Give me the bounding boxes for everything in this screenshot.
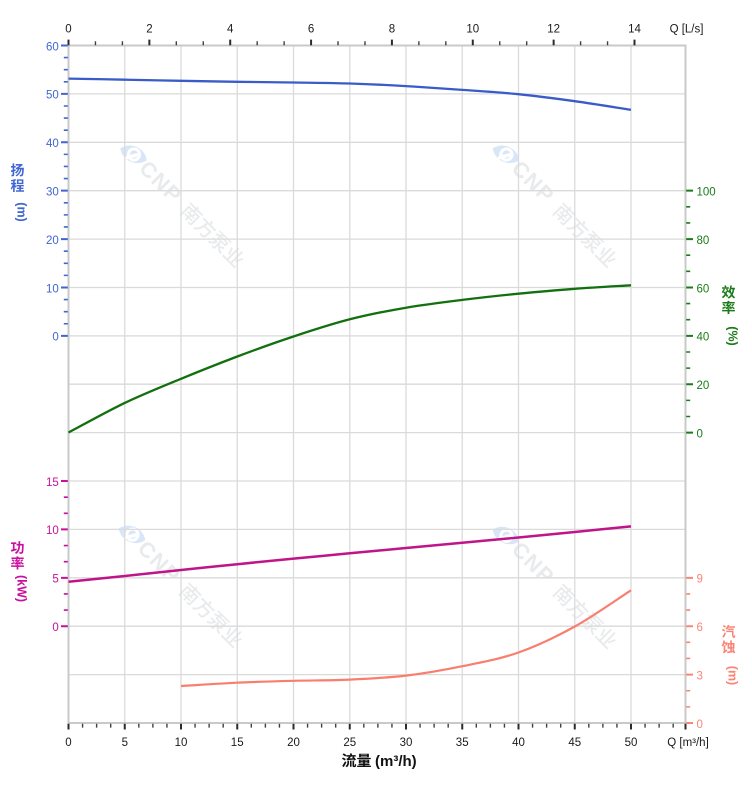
svg-text:20: 20: [287, 737, 300, 749]
svg-text:9: 9: [697, 574, 703, 586]
svg-text:(kW): (kW): [15, 575, 29, 602]
svg-text:40: 40: [512, 737, 525, 749]
svg-text:5: 5: [122, 737, 128, 749]
svg-text:100: 100: [697, 187, 716, 199]
svg-text:0: 0: [52, 622, 58, 634]
svg-text:(m): (m): [726, 666, 740, 685]
svg-text:12: 12: [547, 24, 560, 36]
svg-text:80: 80: [697, 235, 710, 247]
svg-text:50: 50: [625, 737, 638, 749]
svg-text:0: 0: [697, 719, 703, 731]
svg-text:2: 2: [146, 24, 152, 36]
svg-text:20: 20: [46, 235, 59, 247]
svg-text:25: 25: [343, 737, 356, 749]
svg-text:0: 0: [65, 24, 71, 36]
svg-text:30: 30: [400, 737, 413, 749]
svg-text:Q [m³/h]: Q [m³/h]: [667, 737, 709, 749]
svg-text:40: 40: [46, 138, 59, 150]
svg-text:0: 0: [52, 332, 58, 344]
svg-text:35: 35: [456, 737, 469, 749]
svg-text:0: 0: [697, 428, 703, 440]
svg-text:60: 60: [46, 41, 59, 53]
svg-text:20: 20: [697, 380, 710, 392]
svg-text:15: 15: [46, 477, 59, 489]
svg-text:5: 5: [52, 574, 58, 586]
svg-text:10: 10: [46, 283, 59, 295]
svg-text:8: 8: [389, 24, 395, 36]
svg-text:0: 0: [65, 737, 71, 749]
svg-text:10: 10: [466, 24, 479, 36]
svg-text:60: 60: [697, 283, 710, 295]
svg-text:14: 14: [628, 24, 641, 36]
svg-text:3: 3: [697, 670, 703, 682]
svg-text:45: 45: [568, 737, 581, 749]
svg-text:30: 30: [46, 187, 59, 199]
svg-text:6: 6: [697, 622, 703, 634]
svg-text:10: 10: [175, 737, 188, 749]
svg-text:4: 4: [227, 24, 234, 36]
svg-text:(%): (%): [726, 326, 740, 345]
svg-text:40: 40: [697, 332, 710, 344]
svg-text:6: 6: [308, 24, 314, 36]
svg-text:50: 50: [46, 90, 59, 102]
svg-text:Q [L/s]: Q [L/s]: [670, 24, 704, 36]
svg-text:10: 10: [46, 525, 59, 537]
svg-text:(m): (m): [15, 202, 29, 221]
svg-text:15: 15: [231, 737, 244, 749]
svg-text:(m³/h): (m³/h): [375, 753, 417, 770]
